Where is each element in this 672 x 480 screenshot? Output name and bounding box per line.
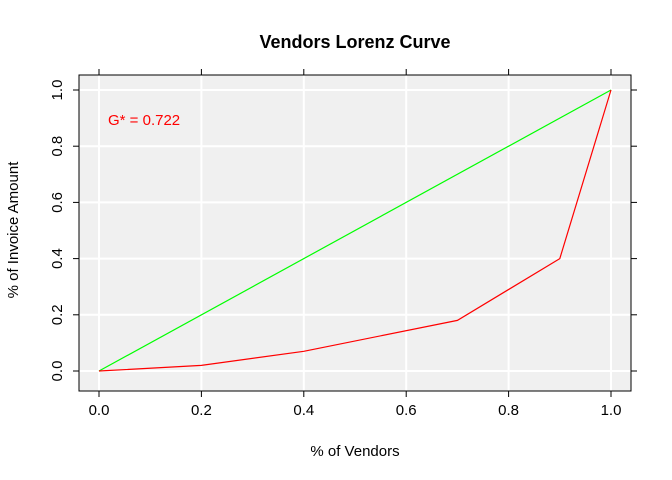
x-axis-ticks: 0.0 0.2 0.4 0.6 0.8 1.0 [89, 69, 622, 419]
y-tick-label: 0.4 [49, 248, 66, 269]
plot-area [79, 75, 631, 391]
y-tick-label: 0.0 [49, 361, 66, 382]
x-tick-label: 0.4 [293, 402, 314, 419]
x-tick-label: 0.0 [89, 402, 110, 419]
lorenz-curve-line [98, 89, 612, 372]
grid-lines [79, 75, 631, 391]
x-tick-label: 0.2 [191, 402, 212, 419]
x-tick-label: 0.6 [396, 402, 417, 419]
plot-frame [78, 74, 632, 392]
series-lines [98, 89, 612, 372]
gini-annotation: G* = 0.722 [108, 112, 180, 129]
y-tick-label: 0.6 [49, 192, 66, 213]
x-tick-label: 0.8 [498, 402, 519, 419]
y-tick-label: 0.8 [49, 136, 66, 157]
y-axis-label: % of Invoice Amount [5, 161, 22, 299]
plot-background [79, 75, 631, 391]
chart-title: Vendors Lorenz Curve [259, 32, 450, 52]
equality-line [98, 89, 612, 372]
x-tick-label: 1.0 [601, 402, 622, 419]
y-tick-label: 0.2 [49, 304, 66, 325]
plot-border [78, 74, 632, 392]
x-axis-label: % of Vendors [310, 443, 399, 460]
y-tick-label: 1.0 [49, 80, 66, 101]
y-axis-ticks: 0.0 0.2 0.4 0.6 0.8 1.0 [49, 80, 637, 382]
